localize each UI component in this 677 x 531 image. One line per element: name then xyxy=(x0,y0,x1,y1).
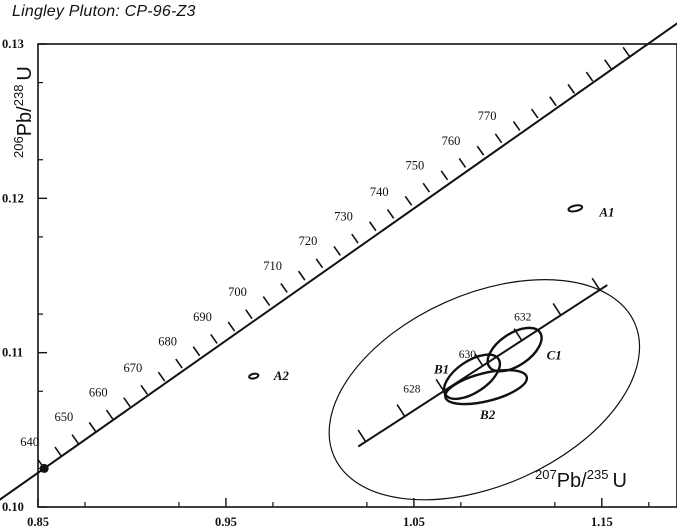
inset-concordia-tick xyxy=(357,429,367,443)
analysis-label: C1 xyxy=(547,348,562,363)
concordia-age-label: 760 xyxy=(442,134,461,148)
error-ellipse-c1 xyxy=(486,326,543,373)
error-ellipse-a2 xyxy=(248,372,260,380)
y-axis-label: 206Pb/238U xyxy=(11,66,36,158)
concordia-tick xyxy=(88,421,97,432)
concordia-tick xyxy=(386,208,395,219)
concordia-age-label: 710 xyxy=(263,259,282,273)
plot-frame xyxy=(37,43,677,508)
concordia-tick xyxy=(351,233,359,244)
concordia-tick xyxy=(604,59,612,70)
concordia-tick xyxy=(549,96,557,107)
outer-error-ellipse xyxy=(328,279,641,501)
concordia-age-label: 730 xyxy=(334,210,353,224)
concordia-tick xyxy=(333,245,341,256)
concordia-tick xyxy=(458,158,467,168)
analysis-label: A1 xyxy=(598,204,614,219)
concordia-tick xyxy=(315,258,324,269)
inset-age-label: 632 xyxy=(514,312,532,324)
concordia-tick xyxy=(71,434,80,445)
concordia-age-label: 660 xyxy=(89,385,108,399)
concordia-age-label: 720 xyxy=(299,234,318,248)
concordia-tick xyxy=(123,397,131,408)
concordia-tick xyxy=(567,83,576,94)
concordia-endpoint-marker xyxy=(39,463,49,473)
y-tick-label: 0.12 xyxy=(2,191,24,205)
concordia-tick xyxy=(622,46,631,57)
inset-concordia-tick xyxy=(591,277,601,291)
concordia-tick xyxy=(175,358,183,369)
concordia-age-label: 650 xyxy=(54,410,73,424)
y-tick-label: 0.10 xyxy=(2,500,24,514)
concordia-tick xyxy=(368,221,377,232)
x-tick-label: 1.15 xyxy=(591,515,613,529)
concordia-tick xyxy=(297,270,306,281)
concordia-tick xyxy=(440,170,449,181)
concordia-tick xyxy=(227,321,236,332)
analysis-label: B1 xyxy=(433,362,449,377)
inset-concordia-tick xyxy=(435,378,445,392)
inset-age-label: 630 xyxy=(459,349,477,361)
inset-concordia-tick xyxy=(552,303,562,316)
concordia-tick xyxy=(404,195,413,206)
concordia-age-label: 640 xyxy=(20,435,39,449)
y-tick-label: 0.13 xyxy=(2,37,24,51)
concordia-tick xyxy=(262,296,271,307)
concordia-age-label: 670 xyxy=(123,361,142,375)
analysis-label: A2 xyxy=(273,368,290,383)
concordia-age-label: 700 xyxy=(228,285,247,299)
concordia-age-label: 680 xyxy=(158,335,177,349)
concordia-tick xyxy=(494,133,503,144)
concordia-age-label: 740 xyxy=(370,185,389,199)
concordia-age-label: 770 xyxy=(478,109,497,123)
concordia-tick xyxy=(140,384,149,395)
concordia-tick xyxy=(157,371,166,382)
y-tick-label: 0.11 xyxy=(2,346,23,360)
concordia-tick xyxy=(280,283,288,293)
error-ellipse-b2 xyxy=(444,368,529,406)
concordia-tick xyxy=(210,333,218,344)
x-tick-label: 1.05 xyxy=(403,515,425,529)
concordia-tick xyxy=(512,120,521,131)
concordia-tick xyxy=(105,409,114,420)
inset-age-label: 628 xyxy=(403,384,421,396)
concordia-tick xyxy=(54,446,62,457)
concordia-age-label: 750 xyxy=(406,159,425,173)
concordia-tick xyxy=(585,71,594,82)
concordia-curve xyxy=(0,22,677,501)
concordia-age-label: 690 xyxy=(193,310,212,324)
inset-concordia-tick xyxy=(396,404,406,417)
x-tick-label: 0.95 xyxy=(215,515,237,529)
concordia-tick xyxy=(422,182,431,193)
concordia-tick xyxy=(530,108,539,119)
analysis-label: B2 xyxy=(479,407,496,422)
x-axis-label: 207Pb/235 U xyxy=(535,467,627,492)
chart-title: Lingley Pluton: CP-96-Z3 xyxy=(12,3,196,20)
concordia-tick xyxy=(245,309,253,320)
concordia-tick xyxy=(476,145,485,156)
error-ellipse-a1 xyxy=(567,204,584,213)
x-tick-label: 0.85 xyxy=(27,515,49,529)
concordia-tick xyxy=(192,346,201,357)
